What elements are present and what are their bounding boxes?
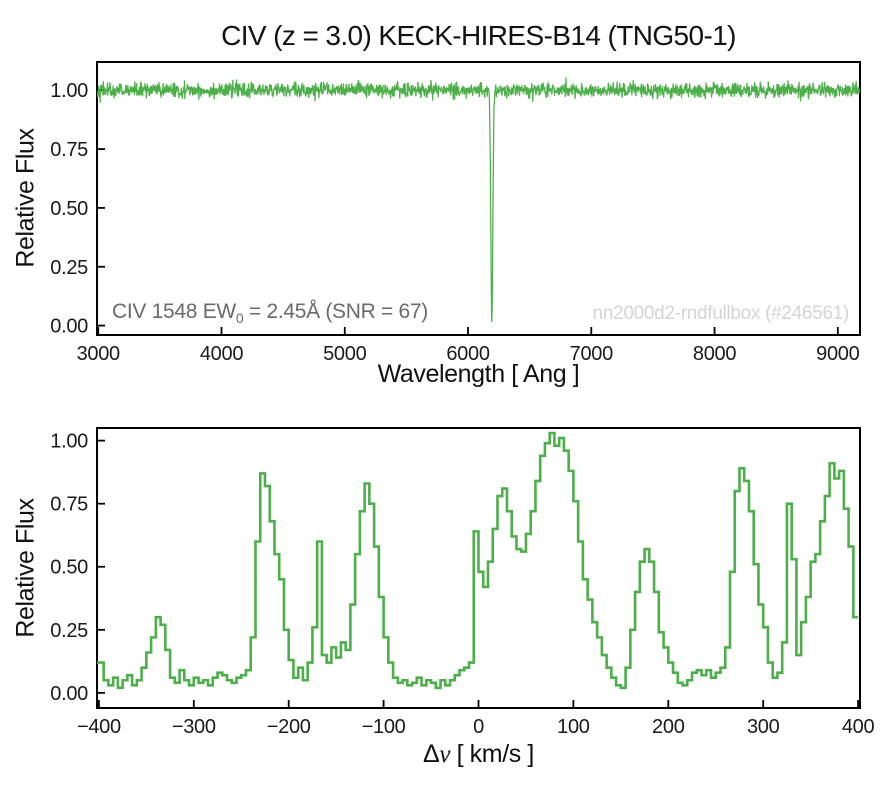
top-y-tick-label: 0.00 xyxy=(50,316,88,338)
bottom-y-tick-label: 0.00 xyxy=(50,683,88,705)
top-x-tick-label: 8000 xyxy=(693,343,736,365)
sightline-watermark: nn2000d2-rndfullbox (#246561) xyxy=(592,303,850,324)
velocity-spectrum-step-line xyxy=(97,431,859,690)
top-y-tick-label: 1.00 xyxy=(50,80,88,102)
bottom-panel-velocity-plot: −400 −300 −200 −100 0 100 200 300 400 0.00 0.25 0.5… xyxy=(50,427,875,738)
annotation-subscript: 0 xyxy=(235,310,244,327)
bottom-x-tick-label: −100 xyxy=(362,716,406,738)
plot-title: CIV (z = 3.0) KECK-HIRES-B14 (TNG50-1) xyxy=(221,20,736,51)
bottom-x-tick-label: 400 xyxy=(842,716,875,738)
top-x-tick-label: 3000 xyxy=(77,343,120,365)
top-x-tick-label: 4000 xyxy=(200,343,243,365)
bottom-y-axis-label: Relative Flux xyxy=(11,498,40,638)
bottom-y-tick-label: 0.75 xyxy=(50,494,88,516)
bottom-y-tick-label: 1.00 xyxy=(50,431,88,453)
velocity-symbol: v xyxy=(439,741,451,768)
bottom-x-tick-label: 100 xyxy=(557,716,590,738)
top-y-tick-label: 0.50 xyxy=(50,198,88,220)
top-y-axis-label: Relative Flux xyxy=(11,128,40,268)
wavelength-spectrum-line xyxy=(97,77,860,322)
top-axes-box xyxy=(96,61,861,336)
bottom-y-tick-label: 0.50 xyxy=(50,557,88,579)
bottom-x-tick-label: −300 xyxy=(172,716,216,738)
top-y-tick-label: 0.75 xyxy=(50,139,88,161)
top-x-tick-label: 6000 xyxy=(446,343,489,365)
bottom-y-tick-label: 0.25 xyxy=(50,620,88,642)
annotation-pre: CIV 1548 EW xyxy=(112,300,236,323)
bottom-x-axis-label: Δv [ km/s ] xyxy=(97,740,860,769)
ew-snr-annotation: CIV 1548 EW0 = 2.45Å (SNR = 67) xyxy=(112,300,428,326)
velocity-units: [ km/s ] xyxy=(450,740,535,768)
bottom-x-tick-label: 300 xyxy=(747,716,780,738)
annotation-post: = 2.45Å (SNR = 67) xyxy=(243,300,428,323)
top-panel-spectrum-plot: 3000 4000 5000 6000 7000 8000 9000 0.00 0.25 0.50… xyxy=(50,61,861,365)
top-x-tick-label: 7000 xyxy=(570,343,613,365)
bottom-x-tick-label: 200 xyxy=(652,716,685,738)
bottom-x-tick-label: −200 xyxy=(267,716,311,738)
top-x-tick-label: 5000 xyxy=(323,343,366,365)
bottom-x-tick-label: 0 xyxy=(473,716,484,738)
delta-symbol: Δ xyxy=(423,740,440,768)
top-x-tick-label: 9000 xyxy=(816,343,859,365)
bottom-x-tick-label: −400 xyxy=(77,716,121,738)
top-x-axis-label: Wavelength [ Ang ] xyxy=(377,360,580,388)
top-y-tick-label: 0.25 xyxy=(50,257,88,279)
